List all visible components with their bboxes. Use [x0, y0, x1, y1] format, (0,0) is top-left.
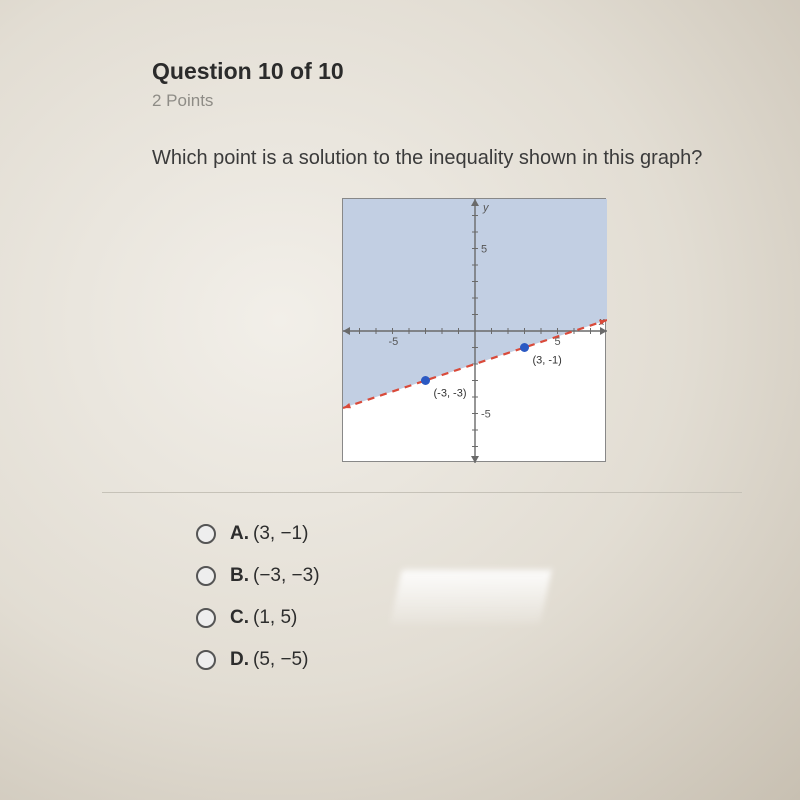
- choice-letter: D.: [230, 649, 249, 670]
- inequality-graph: -555-5xy(3, -1)(-3, -3): [342, 198, 606, 462]
- choice-text: (3, −1): [253, 523, 308, 544]
- question-title: Question 10 of 10: [152, 58, 800, 85]
- choice-letter: C.: [230, 607, 249, 628]
- answer-choices: A.(3, −1) B.(−3, −3) C.(1, 5) D.(5, −5): [196, 523, 800, 671]
- choice-text: (1, 5): [253, 607, 297, 628]
- svg-text:(-3, -3): (-3, -3): [434, 388, 467, 400]
- choice-b[interactable]: B.(−3, −3): [196, 565, 800, 587]
- radio-icon: [196, 524, 216, 544]
- section-divider: [102, 492, 742, 493]
- choice-letter: B.: [230, 565, 249, 586]
- svg-text:(3, -1): (3, -1): [533, 355, 562, 367]
- svg-text:-5: -5: [389, 336, 399, 348]
- choice-d[interactable]: D.(5, −5): [196, 649, 800, 671]
- svg-text:-5: -5: [481, 409, 491, 421]
- choice-c[interactable]: C.(1, 5): [196, 607, 800, 629]
- radio-icon: [196, 566, 216, 586]
- choice-a[interactable]: A.(3, −1): [196, 523, 800, 545]
- question-prompt: Which point is a solution to the inequal…: [152, 147, 800, 170]
- radio-icon: [196, 608, 216, 628]
- choice-letter: A.: [230, 523, 249, 544]
- choice-text: (−3, −3): [253, 565, 320, 586]
- radio-icon: [196, 650, 216, 670]
- choice-text: (5, −5): [253, 649, 308, 670]
- question-points: 2 Points: [152, 91, 800, 111]
- svg-text:5: 5: [481, 244, 487, 256]
